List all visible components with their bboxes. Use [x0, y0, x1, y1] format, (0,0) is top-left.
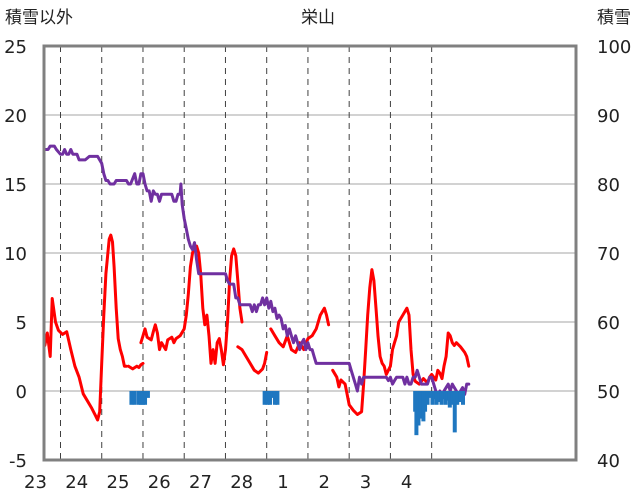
precipitation-bar — [267, 391, 272, 405]
x-axis: 23 24 25 26 27 28 1 2 3 4 — [24, 472, 412, 493]
precipitation-bar — [434, 391, 439, 405]
right-tick-label: 90 — [597, 106, 620, 127]
precipitation-bar — [458, 391, 463, 403]
precipitation-bar — [138, 391, 143, 405]
grid — [44, 46, 576, 460]
precipitation-bar — [455, 391, 460, 405]
right-axis-label: 積雪 — [597, 8, 631, 28]
plot-area — [42, 144, 471, 436]
left-y-axis: -5 0 5 10 15 20 25 — [4, 37, 27, 472]
left-tick-label: 15 — [4, 175, 27, 196]
left-tick-label: 0 — [16, 382, 27, 403]
snow_depth-line — [42, 144, 471, 400]
x-tick-label: 23 — [24, 472, 47, 493]
x-tick-label: 24 — [65, 472, 88, 493]
precipitation-bar — [270, 391, 275, 398]
precipitation-bar — [432, 391, 437, 400]
precipitation-bar — [445, 391, 450, 401]
x-tick-label: 2 — [318, 472, 329, 493]
right-tick-label: 50 — [597, 382, 620, 403]
precipitation-bar — [132, 391, 137, 405]
precipitation-bar — [129, 391, 134, 405]
x-tick-label: 3 — [360, 472, 371, 493]
precipitation-bar — [275, 391, 280, 405]
x-tick-label: 26 — [148, 472, 171, 493]
precipitation-bar — [140, 391, 145, 405]
right-tick-label: 40 — [597, 451, 620, 472]
precipitation-bar — [423, 391, 428, 412]
temperature-line — [236, 345, 269, 375]
right-tick-label: 60 — [597, 313, 620, 334]
temperature-line — [331, 268, 471, 416]
precipitation-bar — [437, 391, 442, 403]
precipitation-bar — [414, 391, 419, 436]
left-tick-label: 25 — [4, 37, 27, 58]
left-axis-label: 積雪以外 — [5, 8, 73, 28]
precipitation-bar — [461, 391, 466, 405]
precipitation-bar — [136, 391, 141, 405]
temperature-line — [139, 244, 244, 367]
x-tick-label: 28 — [230, 472, 253, 493]
left-tick-label: 20 — [4, 106, 27, 127]
temperature-line — [43, 233, 128, 422]
left-tick-label: 5 — [16, 313, 27, 334]
plot-frame — [42, 44, 578, 462]
left-tick-label: -5 — [9, 451, 27, 472]
precipitation-bar — [265, 391, 270, 405]
left-tick-label: 10 — [4, 244, 27, 265]
chart-title: 栄山 — [301, 8, 335, 28]
right-y-axis: 40 50 60 70 80 90 100 — [597, 37, 631, 472]
x-tick-label: 4 — [401, 472, 412, 493]
precipitation-bar — [450, 391, 455, 405]
precipitation-bar — [441, 391, 446, 400]
right-tick-label: 70 — [597, 244, 620, 265]
right-tick-label: 100 — [597, 37, 631, 58]
x-tick-label: 1 — [277, 472, 288, 493]
precipitation-bar — [425, 391, 430, 405]
x-tick-label: 25 — [107, 472, 130, 493]
precipitation-bar — [272, 391, 277, 405]
precipitation-bar — [145, 391, 150, 398]
x-tick-label: 27 — [189, 472, 212, 493]
precipitation-bar — [262, 391, 267, 405]
precipitation-bar — [447, 391, 452, 408]
right-tick-label: 80 — [597, 175, 620, 196]
temperature-line — [127, 361, 145, 371]
precipitation-bar — [143, 391, 148, 405]
temperature-line — [269, 306, 331, 354]
precipitation-bar — [452, 391, 457, 433]
precipitation-bar — [428, 391, 433, 398]
